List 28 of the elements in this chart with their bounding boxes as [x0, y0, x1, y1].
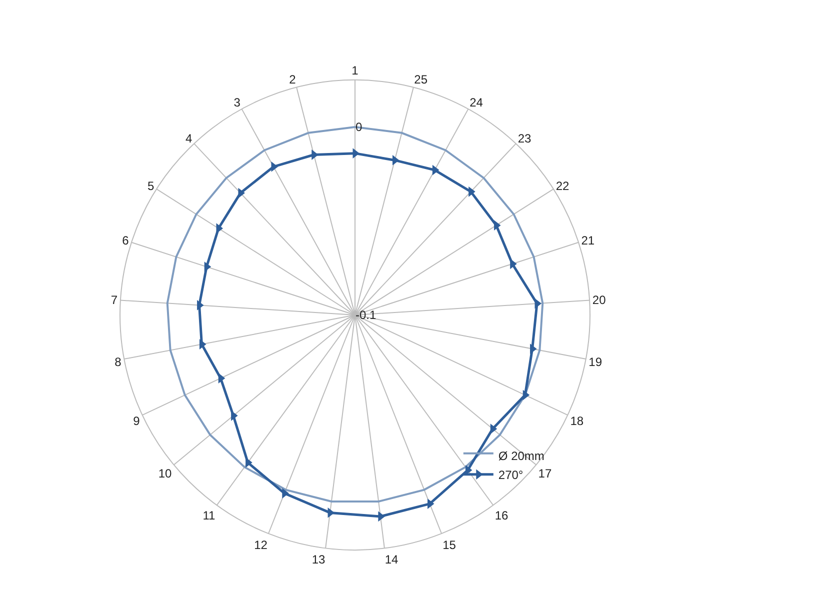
spoke-label: 15	[442, 538, 456, 552]
spoke-label: 18	[570, 414, 584, 428]
spoke-label: 8	[114, 354, 122, 369]
spoke-label: 2	[289, 72, 296, 86]
spoke-label: 6	[122, 234, 130, 248]
spoke-label: 24	[470, 95, 484, 110]
spoke-label: 21	[581, 234, 595, 248]
spoke-label: 3	[234, 95, 241, 110]
spoke-label: 1	[352, 64, 359, 78]
y-tick-label: -0.1	[356, 308, 377, 322]
spoke-label: 19	[588, 354, 602, 369]
spoke-label: 16	[494, 508, 509, 523]
spoke-label: 12	[254, 538, 268, 552]
spoke-label: 7	[110, 293, 118, 308]
spoke-label: 10	[158, 466, 172, 481]
spoke-label: 4	[185, 132, 192, 146]
spoke-label: 13	[312, 552, 326, 566]
legend-label: Ø 20mm	[498, 449, 544, 464]
spoke-label: 9	[133, 414, 140, 428]
spoke-label: 22	[556, 178, 570, 193]
spoke-label: 14	[384, 552, 398, 566]
spoke-label: 17	[538, 466, 552, 481]
spoke-label: 5	[147, 178, 154, 193]
legend-label: 270°	[498, 468, 524, 482]
spoke-label: 20	[592, 293, 606, 308]
spoke-label: 23	[518, 132, 532, 146]
spoke-label: 25	[414, 72, 428, 86]
spoke-label: 11	[202, 508, 216, 523]
